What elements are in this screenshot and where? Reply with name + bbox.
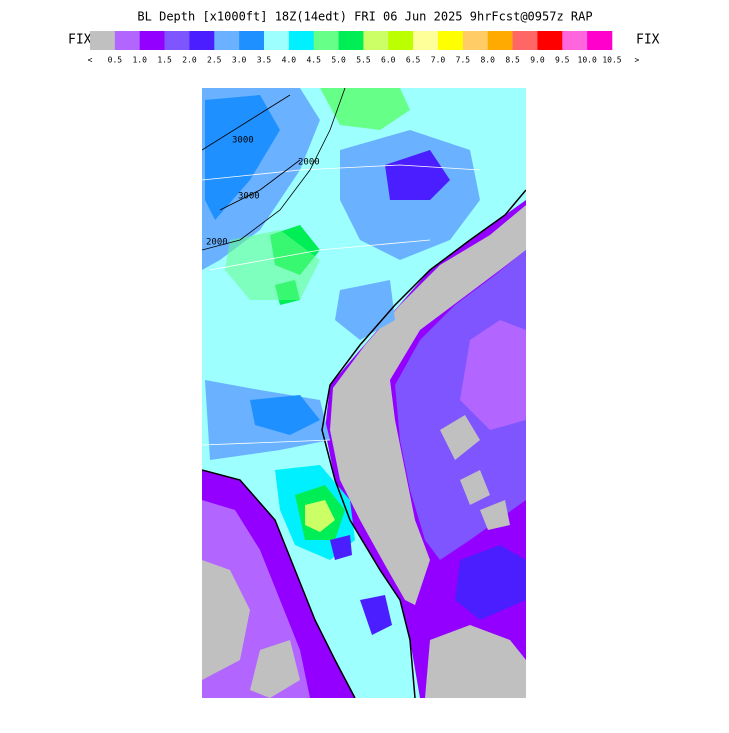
land-deep-blue-band — [250, 395, 320, 435]
legend-swatch — [288, 31, 315, 50]
legend-swatch — [487, 31, 513, 50]
legend-label: 10.0 — [578, 56, 597, 65]
legend-label: 0.5 — [108, 56, 123, 65]
coastline-gulf — [202, 469, 356, 698]
legend-label: 8.0 — [480, 56, 495, 65]
land-deep-blue — [205, 95, 280, 220]
contour-lines — [202, 88, 346, 251]
legend-swatch — [363, 31, 389, 50]
legend-label: 4.0 — [282, 56, 297, 65]
legend-label: 7.5 — [456, 56, 471, 65]
ocean-gray-patches — [440, 415, 510, 530]
ocean-south-gray — [425, 625, 526, 698]
legend-swatch — [164, 31, 190, 50]
legend-swatch — [438, 31, 464, 50]
legend-swatch — [214, 31, 240, 50]
legend-label: 1.5 — [157, 56, 172, 65]
legend-label: 5.0 — [331, 56, 346, 65]
legend-swatch — [189, 31, 215, 50]
legend-label: 2.0 — [182, 56, 197, 65]
legend-swatch — [462, 31, 489, 50]
legend-left-tag: FIX — [68, 33, 92, 48]
legend-label: 9.0 — [530, 56, 545, 65]
map: 3000 2000 2000 3000 — [202, 88, 526, 698]
legend-label: 1.0 — [132, 56, 147, 65]
legend-swatch — [587, 31, 613, 50]
legend-swatch — [537, 31, 563, 50]
ocean-gray-band — [330, 205, 526, 605]
legend-label: 7.0 — [431, 56, 446, 65]
land-indigo-ne — [385, 150, 450, 200]
legend-label: 10.5 — [602, 56, 621, 65]
legend-label: 6.0 — [381, 56, 396, 65]
ocean-lavender — [460, 320, 526, 430]
legend-swatch — [139, 31, 165, 50]
title: BL Depth [x1000ft] 18Z(14edt) FRI 06 Jun… — [137, 10, 592, 24]
legend-swatch — [388, 31, 414, 50]
land-green-north — [320, 88, 410, 130]
land-light-green — [225, 230, 320, 300]
legend-swatch — [338, 31, 364, 50]
legend-label: 6.5 — [406, 56, 421, 65]
legend-swatch — [413, 31, 439, 50]
contour-label: 3000 — [238, 192, 260, 202]
contour-label: 2000 — [298, 158, 320, 168]
legend-label: 2.5 — [207, 56, 222, 65]
coastline-east — [321, 189, 526, 698]
contour-label: 3000 — [232, 136, 254, 146]
legend-label: 3.0 — [232, 56, 247, 65]
legend-swatch — [90, 31, 116, 50]
legend-label: < — [88, 56, 93, 65]
legend-label: 9.5 — [555, 56, 570, 65]
legend-swatch — [264, 31, 290, 50]
legend-swatch — [114, 31, 141, 50]
gulf-gray — [202, 560, 300, 698]
state-lines — [202, 164, 481, 446]
land-blue-mid — [335, 280, 395, 340]
legend-swatch — [239, 31, 265, 50]
legend-label: 8.5 — [505, 56, 520, 65]
legend-label: 5.5 — [356, 56, 371, 65]
land-yellow-green — [305, 500, 335, 532]
land-indigo-south — [330, 535, 392, 635]
ocean-blue — [455, 545, 526, 620]
legend: <0.5 1.0 1.5 2.0 2.5 3.0 3.5 4.0 4.5 5.0 5.5 6.0 6.5… — [88, 31, 639, 65]
legend-label: 4.5 — [306, 56, 321, 65]
legend-label: > — [634, 56, 639, 65]
legend-label: 3.5 — [257, 56, 272, 65]
contour-label: 2000 — [206, 238, 228, 248]
legend-right-tag: FIX — [636, 33, 660, 48]
legend-swatch — [562, 31, 588, 50]
legend-swatch — [512, 31, 538, 50]
legend-swatch — [313, 31, 339, 50]
